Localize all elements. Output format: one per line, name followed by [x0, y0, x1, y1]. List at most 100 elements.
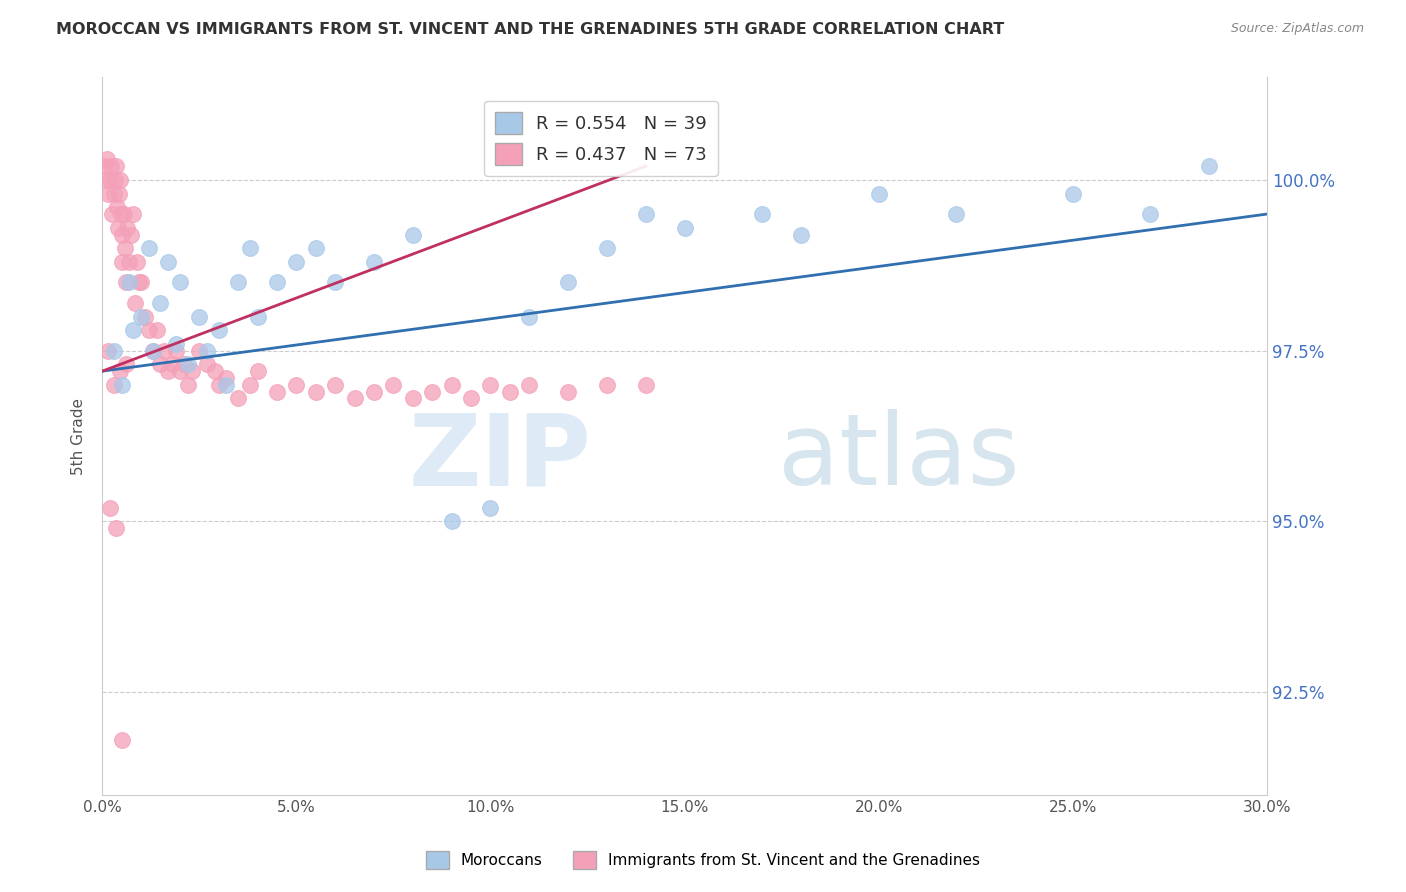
Point [517, 377, 540, 392]
Point [138, 323, 160, 337]
Point [266, 276, 288, 290]
Point [104, 159, 127, 173]
Point [103, 343, 125, 358]
Point [142, 343, 165, 358]
Point [215, 377, 238, 392]
Point [157, 364, 180, 378]
Point [790, 227, 813, 242]
Point [285, 377, 308, 392]
Point [118, 276, 141, 290]
Point [266, 384, 288, 399]
Point [226, 392, 249, 406]
Point [382, 377, 405, 392]
Point [208, 377, 231, 392]
Point [305, 241, 328, 255]
Legend: R = 0.554   N = 39, R = 0.437   N = 73: R = 0.554 N = 39, R = 0.437 N = 73 [484, 101, 718, 176]
Text: MOROCCAN VS IMMIGRANTS FROM ST. VINCENT AND THE GRENADINES 5TH GRADE CORRELATION: MOROCCAN VS IMMIGRANTS FROM ST. VINCENT … [56, 22, 1004, 37]
Point [226, 276, 249, 290]
Point [93, 159, 115, 173]
Point [239, 241, 262, 255]
Point [129, 276, 152, 290]
Point [101, 207, 124, 221]
Point [114, 357, 136, 371]
Point [134, 310, 156, 324]
Point [110, 207, 132, 221]
Point [153, 343, 176, 358]
Point [142, 343, 165, 358]
Point [945, 207, 967, 221]
Legend: Moroccans, Immigrants from St. Vincent and the Grenadines: Moroccans, Immigrants from St. Vincent a… [419, 845, 987, 875]
Point [120, 227, 142, 242]
Point [117, 220, 139, 235]
Point [1198, 159, 1220, 173]
Point [108, 173, 131, 187]
Point [165, 336, 187, 351]
Point [138, 241, 160, 255]
Point [285, 255, 308, 269]
Point [180, 364, 202, 378]
Point [188, 343, 211, 358]
Point [124, 296, 146, 310]
Point [246, 364, 269, 378]
Point [129, 310, 152, 324]
Point [169, 276, 191, 290]
Point [343, 392, 366, 406]
Point [97, 186, 120, 201]
Point [122, 323, 145, 337]
Point [596, 377, 619, 392]
Point [100, 159, 122, 173]
Point [195, 357, 218, 371]
Point [634, 377, 657, 392]
Point [127, 255, 149, 269]
Point [323, 377, 346, 392]
Point [122, 207, 145, 221]
Point [169, 364, 191, 378]
Point [112, 207, 135, 221]
Point [363, 384, 385, 399]
Point [128, 276, 150, 290]
Point [517, 310, 540, 324]
Point [165, 343, 187, 358]
Text: ZIP: ZIP [409, 409, 592, 506]
Point [673, 220, 696, 235]
Point [596, 241, 619, 255]
Point [499, 384, 522, 399]
Point [195, 343, 218, 358]
Point [111, 733, 134, 747]
Point [149, 357, 172, 371]
Point [176, 357, 198, 371]
Point [634, 207, 657, 221]
Point [402, 227, 425, 242]
Point [111, 377, 134, 392]
Point [107, 220, 129, 235]
Point [440, 515, 463, 529]
Point [104, 173, 127, 187]
Point [363, 255, 385, 269]
Point [96, 153, 118, 167]
Point [557, 276, 579, 290]
Point [557, 384, 579, 399]
Point [111, 227, 134, 242]
Point [479, 377, 502, 392]
Point [108, 364, 131, 378]
Point [111, 255, 134, 269]
Point [118, 255, 141, 269]
Point [440, 377, 463, 392]
Point [176, 377, 198, 392]
Point [751, 207, 773, 221]
Point [402, 392, 425, 406]
Point [1062, 186, 1084, 201]
Point [204, 364, 226, 378]
Point [1139, 207, 1161, 221]
Point [114, 276, 136, 290]
Point [323, 276, 346, 290]
Point [239, 377, 262, 392]
Y-axis label: 5th Grade: 5th Grade [72, 398, 86, 475]
Point [246, 310, 269, 324]
Point [103, 186, 125, 201]
Point [208, 323, 231, 337]
Point [103, 377, 125, 392]
Point [305, 384, 328, 399]
Point [160, 357, 183, 371]
Text: atlas: atlas [778, 409, 1019, 506]
